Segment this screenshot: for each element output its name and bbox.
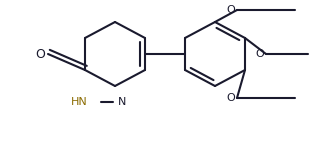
Text: O: O (226, 5, 235, 15)
Text: N: N (118, 97, 126, 107)
Text: HN: HN (71, 97, 88, 107)
Text: O: O (255, 49, 264, 59)
Text: O: O (35, 47, 45, 60)
Text: O: O (226, 93, 235, 103)
